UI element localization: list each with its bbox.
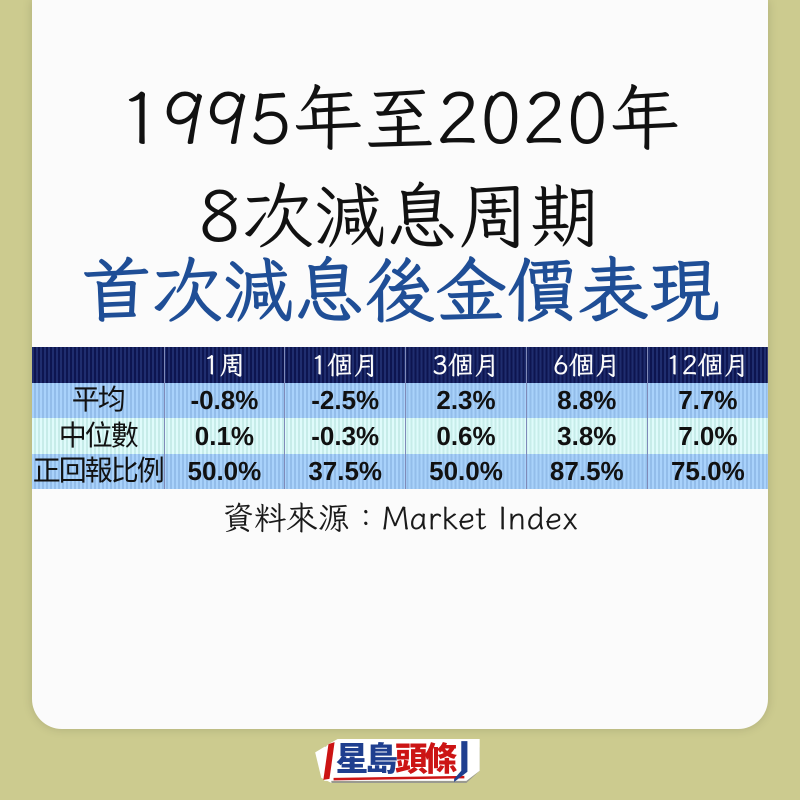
- svg-text:頭條: 頭條: [395, 737, 458, 781]
- svg-text:星島: 星島: [336, 737, 398, 781]
